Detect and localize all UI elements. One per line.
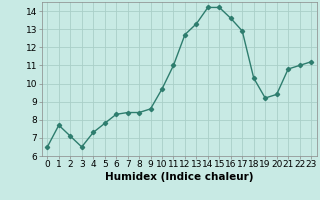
X-axis label: Humidex (Indice chaleur): Humidex (Indice chaleur) xyxy=(105,172,253,182)
